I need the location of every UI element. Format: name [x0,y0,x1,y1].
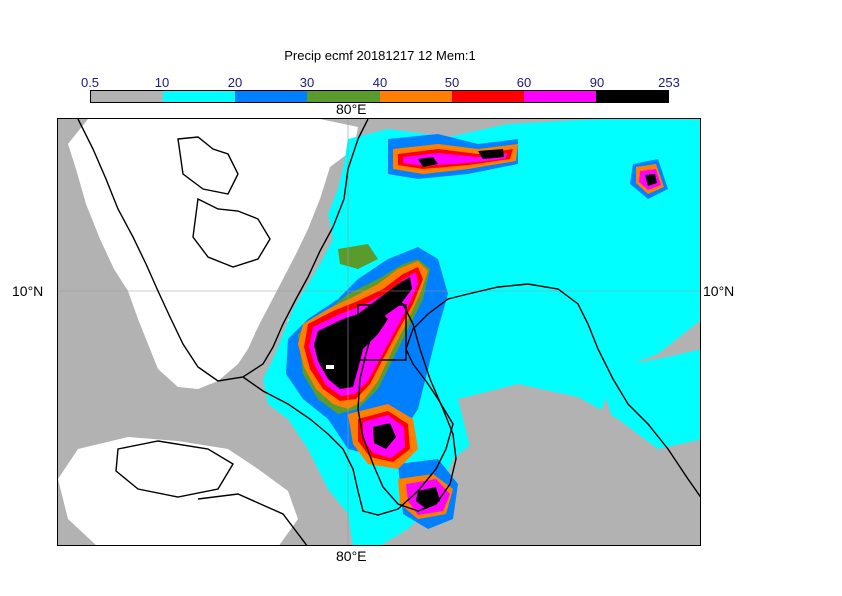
legend-swatch [163,91,236,102]
legend-tick: 90 [589,75,605,90]
legend-tick: 30 [299,75,315,90]
legend-swatch [595,91,668,102]
precip-region-gray [458,384,678,545]
legend-swatch [235,91,308,102]
land-contour [192,197,271,268]
precip-region-black [418,157,438,167]
lat-label-right: 10°N [703,283,735,299]
lon-label-bottom: 80°E [336,548,367,564]
map-title: Precip ecmf 20181217 12 Mem:1 [284,48,476,63]
lat-label-left: 10°N [12,283,44,299]
precip-field [58,119,700,545]
color-legend: 0.5 10 20 30 40 50 60 90 253 [81,75,680,105]
graticule [58,119,700,545]
legend-tick: 20 [227,75,243,90]
land-contour [177,136,239,195]
legend-color-bar [90,90,669,103]
legend-swatch [91,91,164,102]
land-contour [197,493,308,545]
legend-swatch [451,91,524,102]
no-precip-region [68,119,358,389]
coastlines [77,119,700,545]
legend-swatch [523,91,596,102]
precip-region-white-spot [326,365,334,369]
map-canvas [58,119,700,545]
highlight-box [357,304,407,361]
legend-tick: 40 [372,75,388,90]
legend-swatch [379,91,452,102]
no-precip-region [58,437,298,545]
legend-tick: 253 [658,75,680,90]
precipitation-map [57,118,701,546]
precip-region-black [373,423,396,449]
land-contour [115,440,234,498]
india-southern-tip [242,283,700,516]
legend-tick: 60 [516,75,532,90]
precip-region-black [358,277,412,317]
legend-swatch [307,91,380,102]
sri-lanka-coastline [357,292,457,512]
legend-tick: 0.5 [80,75,100,90]
precip-region-black [416,487,440,509]
legend-tick: 10 [154,75,170,90]
legend-tick: 50 [444,75,460,90]
precip-region-black [478,149,504,159]
precip-region-black [645,174,657,186]
lon-label-top: 80°E [336,101,367,117]
